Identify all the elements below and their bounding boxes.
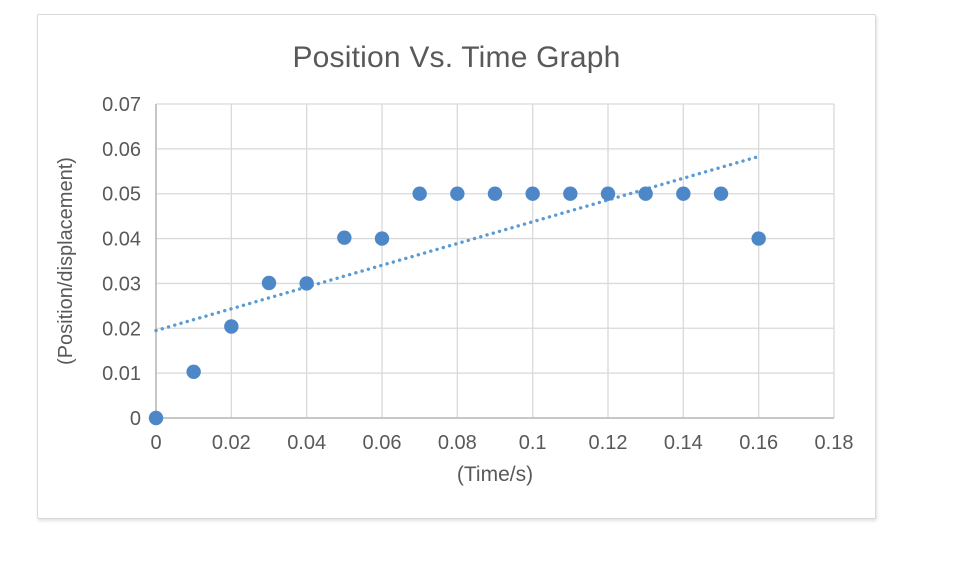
x-tick-label: 0.14 bbox=[664, 432, 703, 454]
chart-title: Position Vs. Time Graph bbox=[292, 41, 621, 74]
x-tick-label: 0 bbox=[150, 432, 161, 454]
x-tick-label: 0.1 bbox=[519, 432, 547, 454]
data-point bbox=[299, 276, 314, 291]
trendline bbox=[154, 154, 761, 333]
data-point bbox=[563, 186, 578, 201]
y-tick-label: 0.01 bbox=[102, 363, 141, 385]
x-tick-label: 0.08 bbox=[438, 432, 477, 454]
x-tick-label: 0.06 bbox=[363, 432, 402, 454]
data-point bbox=[638, 186, 653, 201]
x-tick-label: 0.04 bbox=[287, 432, 326, 454]
data-point bbox=[600, 186, 616, 201]
chart-area[interactable]: Position Vs. Time Graph 0 0.02 0.04 0.06 0.0… bbox=[37, 14, 876, 519]
data-point bbox=[751, 231, 766, 246]
y-tick-label: 0 bbox=[130, 408, 141, 430]
x-tick-label: 0.18 bbox=[815, 432, 854, 454]
y-axis-title: (Position/displacement) bbox=[55, 157, 77, 365]
x-axis-title: (Time/s) bbox=[456, 463, 534, 486]
x-tick-label: 0.02 bbox=[212, 432, 251, 454]
y-tick-label: 0.07 bbox=[102, 94, 141, 116]
x-tick-label: 0.12 bbox=[589, 432, 628, 454]
y-tick-label: 0.02 bbox=[102, 318, 141, 340]
data-point bbox=[374, 231, 390, 246]
data-point bbox=[337, 230, 352, 245]
y-tick-label: 0.05 bbox=[102, 184, 141, 206]
data-point bbox=[713, 186, 729, 201]
data-point bbox=[525, 186, 540, 201]
data-point bbox=[186, 364, 201, 379]
data-point bbox=[224, 319, 239, 334]
data-point bbox=[450, 186, 465, 201]
plot-area: 0 0.02 0.04 0.06 0.08 0.1 0.12 0.14 0.16 0.18 0 0.0… bbox=[102, 94, 854, 454]
data-point bbox=[487, 186, 503, 201]
x-tick-label: 0.16 bbox=[739, 432, 778, 454]
data-point bbox=[412, 186, 427, 201]
y-tick-label: 0.03 bbox=[102, 273, 141, 295]
y-tick-label: 0.06 bbox=[102, 139, 141, 161]
data-point bbox=[676, 186, 691, 201]
y-tick-label: 0.04 bbox=[102, 229, 141, 251]
data-point bbox=[148, 410, 164, 426]
data-point bbox=[261, 275, 277, 291]
